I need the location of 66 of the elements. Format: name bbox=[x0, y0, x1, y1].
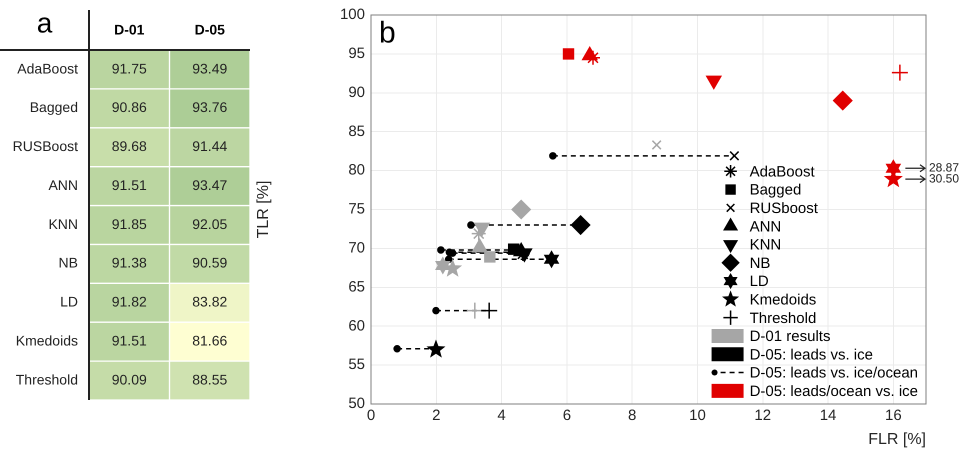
legend-label: D-05: leads vs. ice bbox=[750, 346, 873, 364]
data-label: 81.66 bbox=[192, 332, 228, 349]
y-axis-title: TLR [%] bbox=[255, 180, 272, 238]
chart-title: b bbox=[379, 16, 396, 50]
data-label: 91.51 bbox=[112, 332, 147, 349]
chart-title: a bbox=[36, 8, 53, 39]
x-tick-label: 6 bbox=[562, 407, 572, 424]
data-label: 91.44 bbox=[192, 138, 228, 154]
legend-label: NB bbox=[750, 254, 770, 272]
legend-label: Threshold bbox=[750, 310, 816, 327]
y-tick-label: 80 bbox=[348, 162, 365, 179]
legend-label: AdaBoost bbox=[750, 163, 816, 180]
data-label: 90.86 bbox=[112, 99, 147, 116]
data-label: 93.49 bbox=[192, 60, 228, 76]
y-tick-label: 85 bbox=[348, 122, 365, 140]
y-tick-label: 95 bbox=[348, 45, 365, 62]
y-tick-label: Bagged bbox=[30, 99, 78, 116]
data-label: 89.68 bbox=[112, 138, 147, 154]
y-tick-label: 70 bbox=[348, 240, 365, 257]
x-tick-label: 16 bbox=[885, 407, 902, 424]
data-label: 90.59 bbox=[192, 254, 228, 271]
legend-label: D-05: leads/ocean vs. ice bbox=[750, 382, 918, 400]
x-tick-label: 10 bbox=[689, 407, 706, 424]
x-axis-title: FLR [%] bbox=[868, 430, 926, 448]
x-tick-label: 2 bbox=[432, 407, 440, 424]
legend-label: RUSboost bbox=[750, 200, 819, 217]
y-tick-label: 50 bbox=[348, 395, 365, 412]
legend-label: Bagged bbox=[750, 182, 802, 199]
data-label: 91.51 bbox=[112, 176, 147, 193]
x-tick-label: D-01 bbox=[114, 21, 145, 38]
legend-label: LD bbox=[750, 273, 769, 290]
x-tick-label: 14 bbox=[820, 407, 836, 424]
y-tick-label: LD bbox=[60, 294, 78, 310]
legend-label: D-05: leads vs. ice/ocean bbox=[750, 364, 918, 382]
legend-label: Kmedoids bbox=[750, 291, 816, 308]
x-tick-label: 0 bbox=[366, 407, 376, 424]
data-label: 83.82 bbox=[192, 294, 228, 310]
data-label: 88.55 bbox=[192, 371, 228, 388]
y-tick-label: Kmedoids bbox=[16, 332, 78, 349]
y-tick-label: 100 bbox=[340, 6, 365, 24]
legend-label: ANN bbox=[750, 218, 782, 236]
data-label: 93.76 bbox=[192, 99, 228, 116]
y-tick-label: ANN bbox=[48, 176, 78, 193]
data-label: 91.82 bbox=[112, 294, 147, 310]
y-tick-label: 65 bbox=[348, 278, 365, 296]
x-tick-label: D-05 bbox=[194, 21, 226, 38]
y-tick-label: NB bbox=[58, 254, 78, 271]
data-label: 91.38 bbox=[112, 254, 147, 271]
y-tick-label: 75 bbox=[348, 200, 365, 218]
x-tick-label: 12 bbox=[754, 407, 772, 424]
y-tick-label: KNN bbox=[48, 216, 78, 232]
y-tick-label: RUSBoost bbox=[12, 138, 78, 154]
data-label: 91.75 bbox=[112, 60, 147, 76]
legend-label: D-01 results bbox=[750, 328, 830, 346]
x-tick-label: 8 bbox=[628, 407, 636, 424]
data-label: 90.09 bbox=[112, 371, 147, 388]
y-tick-label: AdaBoost bbox=[17, 60, 78, 76]
data-label: 91.85 bbox=[112, 216, 147, 232]
y-tick-label: 60 bbox=[348, 317, 365, 334]
y-tick-label: 55 bbox=[348, 356, 365, 374]
x-tick-label: 4 bbox=[497, 407, 506, 424]
data-label: 93.47 bbox=[192, 176, 228, 193]
legend-label: KNN bbox=[750, 236, 782, 254]
data-label: 92.05 bbox=[192, 216, 228, 232]
y-tick-label: Threshold bbox=[16, 371, 78, 388]
y-tick-label: 90 bbox=[348, 84, 365, 101]
